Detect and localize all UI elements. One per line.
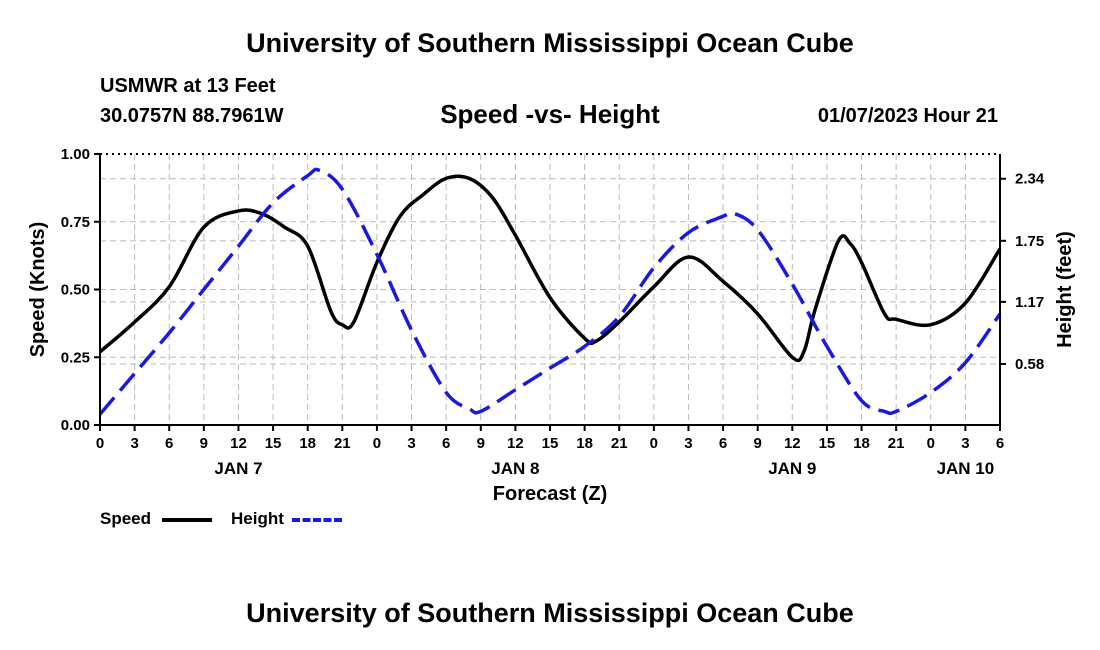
footer-title: University of Southern Mississippi Ocean… — [246, 598, 854, 628]
x-tick-label: 6 — [442, 435, 450, 452]
x-tick-label: 9 — [754, 435, 762, 452]
legend-height-swatch — [292, 518, 342, 522]
left-axis-title: Speed (Knots) — [27, 222, 49, 358]
x-tick-label: 0 — [373, 435, 381, 452]
left-tick-label: 0.75 — [61, 214, 90, 231]
x-tick-label: 0 — [927, 435, 935, 452]
x-tick-label: 18 — [576, 435, 593, 452]
right-tick-label: 1.75 — [1015, 233, 1044, 250]
chart-subtitle: Speed -vs- Height — [440, 99, 660, 129]
x-tick-label: 12 — [230, 435, 247, 452]
legend-speed-swatch — [162, 518, 212, 522]
x-tick-label: 12 — [784, 435, 801, 452]
right-tick-label: 0.58 — [1015, 356, 1044, 373]
day-label: JAN 8 — [491, 459, 539, 478]
x-tick-label: 6 — [165, 435, 173, 452]
x-tick-label: 3 — [407, 435, 415, 452]
legend-speed-label: Speed — [100, 509, 152, 528]
speed-series-line — [98, 174, 1002, 363]
left-tick-label: 0.50 — [61, 282, 90, 299]
right-axis-title: Height (feet) — [1054, 231, 1076, 348]
x-tick-label: 3 — [684, 435, 692, 452]
x-axis-title: Forecast (Z) — [493, 483, 607, 505]
x-tick-label: 15 — [265, 435, 282, 452]
x-tick-label: 21 — [334, 435, 351, 452]
x-tick-label: 6 — [996, 435, 1004, 452]
x-tick-label: 12 — [507, 435, 524, 452]
datetime-label: 01/07/2023 Hour 21 — [817, 105, 998, 127]
coordinates-label: 30.0757N 88.7961W — [100, 105, 284, 127]
day-label: JAN 9 — [768, 459, 816, 478]
x-tick-label: 3 — [961, 435, 969, 452]
x-tick-label: 21 — [611, 435, 628, 452]
right-tick-label: 2.34 — [1015, 171, 1045, 188]
x-tick-label: 15 — [542, 435, 559, 452]
page-title: University of Southern Mississippi Ocean… — [246, 28, 854, 58]
day-label: JAN 10 — [937, 459, 995, 478]
x-tick-label: 9 — [477, 435, 485, 452]
right-tick-label: 1.17 — [1015, 294, 1044, 311]
height-series-line — [98, 167, 1002, 416]
station-label: USMWR at 13 Feet — [100, 75, 276, 97]
x-tick-label: 6 — [719, 435, 727, 452]
x-tick-label: 18 — [299, 435, 316, 452]
legend-height-label: Height — [231, 509, 284, 528]
left-tick-label: 0.25 — [61, 349, 90, 366]
x-tick-label: 3 — [130, 435, 138, 452]
left-tick-label: 1.00 — [61, 146, 90, 163]
left-tick-label: 0.00 — [61, 417, 90, 434]
x-tick-label: 15 — [819, 435, 836, 452]
x-tick-label: 21 — [888, 435, 905, 452]
x-tick-label: 9 — [200, 435, 208, 452]
day-label: JAN 7 — [214, 459, 262, 478]
x-tick-label: 0 — [650, 435, 658, 452]
x-tick-label: 0 — [96, 435, 104, 452]
x-tick-label: 18 — [853, 435, 870, 452]
